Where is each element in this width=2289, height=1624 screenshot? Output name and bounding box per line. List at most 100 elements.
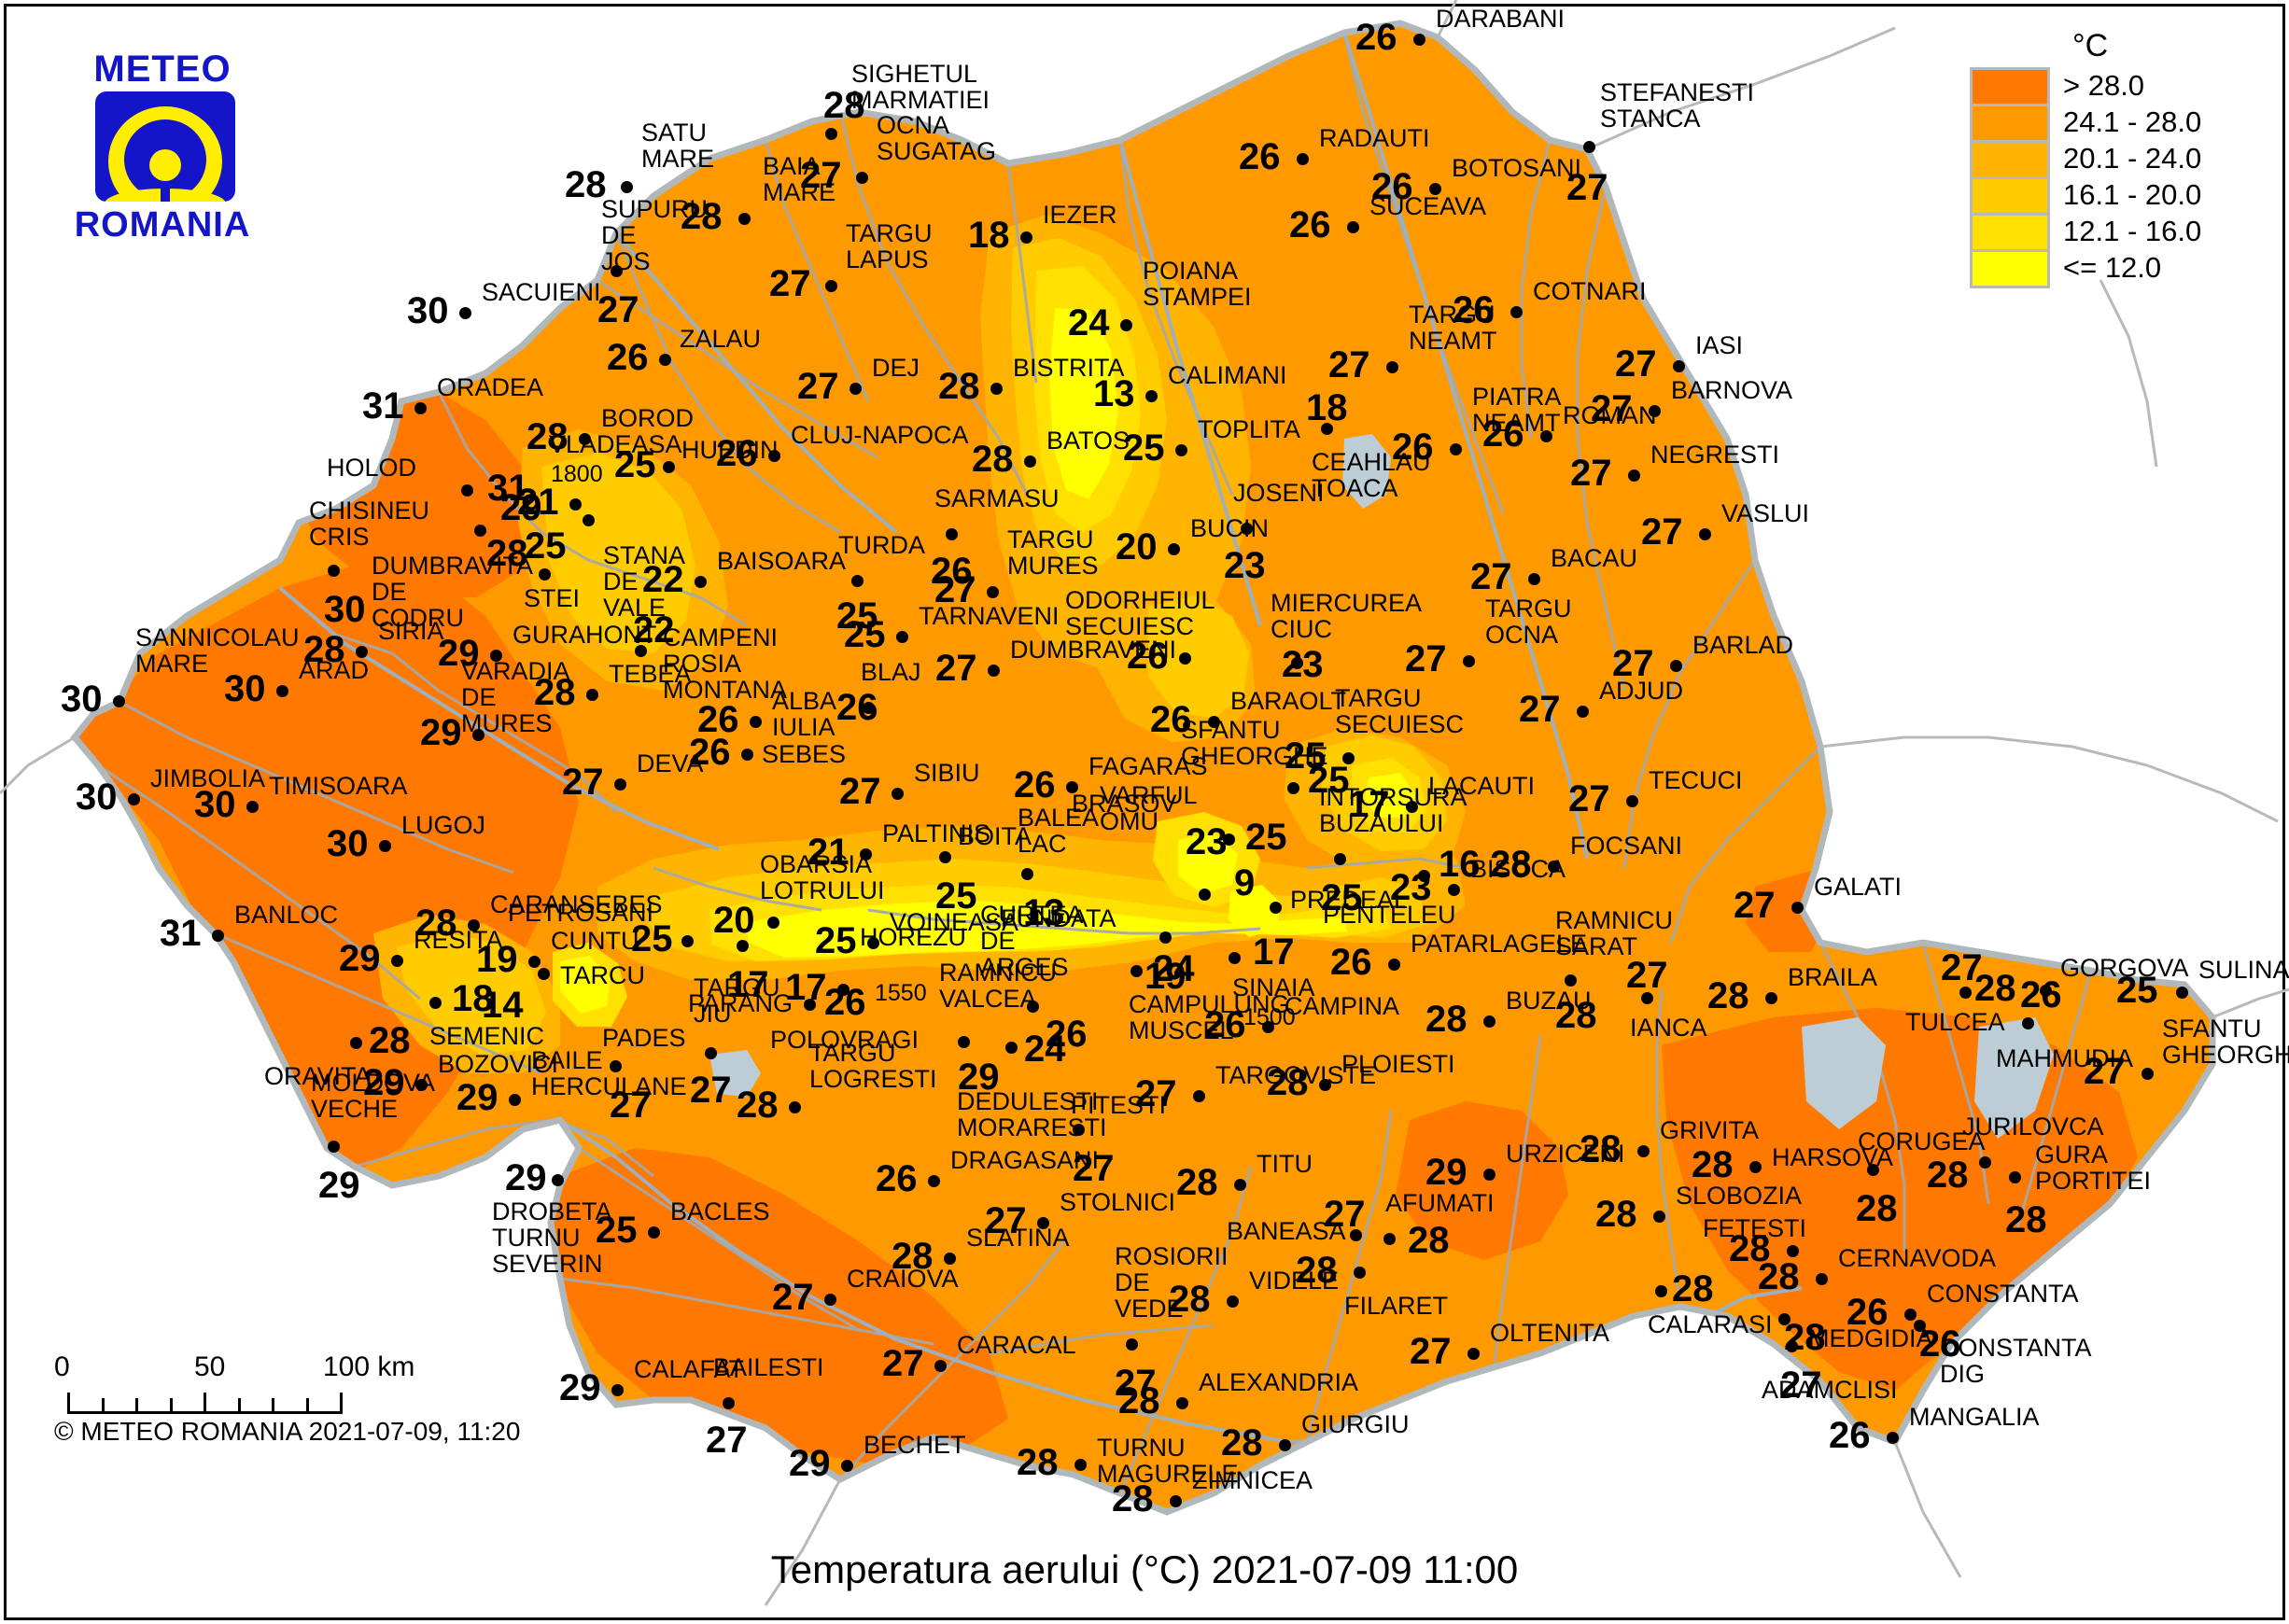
station-temperature-value: 28: [1729, 1228, 1771, 1269]
station-point-icon: [1354, 1267, 1366, 1279]
station-point-icon: [939, 851, 951, 863]
station-temperature-value: 28: [1490, 844, 1532, 885]
station-point-icon: [472, 729, 484, 741]
station-temperature-value: 29: [958, 1057, 1000, 1098]
station-temperature-value: 18: [452, 978, 494, 1019]
station-temperature-value: 28: [303, 629, 345, 670]
station-temperature-value: 25: [631, 918, 673, 959]
station-name-label: CALAFAT: [634, 1355, 745, 1383]
station-temperature-value: 27: [1405, 638, 1447, 679]
station-temperature-value: 29: [559, 1367, 601, 1408]
station-name-label: BECHET: [864, 1431, 966, 1459]
station-temperature-value: 30: [327, 823, 369, 864]
station-point-icon: [528, 956, 541, 968]
station-name-label: ROMAN: [1563, 401, 1657, 429]
station-point-icon: [414, 402, 427, 414]
station-point-icon: [1074, 1459, 1087, 1471]
station-name-label: BOZOVICI: [438, 1050, 559, 1078]
station-temperature-value: 28: [1176, 1162, 1218, 1203]
station-point-icon: [1867, 1164, 1879, 1176]
station-temperature-value: 21: [517, 482, 559, 523]
station-point-icon: [1786, 1340, 1798, 1352]
station-point-icon: [1816, 1273, 1828, 1285]
station-name-label: CURTEA DE ARGES: [980, 901, 1084, 982]
station-point-icon: [824, 1294, 836, 1306]
station-point-icon: [1021, 868, 1033, 880]
station-point-icon: [1020, 231, 1032, 244]
station-point-icon: [1126, 1338, 1138, 1351]
station-name-label: VIDELE: [1249, 1267, 1340, 1295]
station-name-label: TULCEA: [1905, 1008, 2005, 1036]
station-point-icon: [1291, 657, 1303, 669]
station-point-icon: [2142, 1068, 2154, 1080]
station-point-icon: [586, 689, 598, 701]
station-name-label: FOCSANI: [1570, 832, 1683, 860]
station-name-label: BANEASA: [1227, 1217, 1346, 1245]
station-name-label: BUCIN: [1190, 514, 1270, 542]
station-temperature-value: 29: [339, 938, 381, 979]
station-temperature-value: 26: [1829, 1415, 1871, 1456]
station-temperature-value: 27: [562, 762, 604, 803]
scale-bar-ticks: [54, 1393, 428, 1414]
map-caption: Temperatura aerului (°C) 2021-07-09 11:0…: [770, 1547, 1519, 1591]
station-name-label: BARLAD: [1692, 631, 1794, 659]
station-point-icon: [1673, 360, 1685, 372]
station-point-icon: [1386, 361, 1398, 373]
station-temperature-value: 30: [224, 668, 266, 709]
station-point-icon: [750, 716, 762, 728]
legend-swatch-column: [1970, 67, 2050, 288]
station-temperature-value: 30: [194, 784, 236, 825]
station-temperature-value: 25: [935, 875, 977, 917]
station-temperature-value: 21: [807, 832, 850, 873]
station-name-label: TURNU MAGURELE: [1097, 1434, 1239, 1489]
station-temperature-value: 27: [985, 1200, 1027, 1241]
station-name-label: ROSIORII DE VEDE: [1115, 1242, 1229, 1323]
station-temperature-value: 27: [1115, 1363, 1157, 1404]
station-point-icon: [1699, 528, 1711, 540]
station-temperature-value: 9: [1234, 862, 1256, 903]
station-temperature-value: 30: [61, 679, 103, 720]
station-point-icon: [1778, 1313, 1790, 1325]
station-name-label: TOPLITA: [1198, 415, 1301, 443]
station-temperature-value: 26: [697, 699, 739, 740]
legend-label-column: > 28.0 24.1 - 28.0 20.1 - 24.0 16.1 - 20.0 1…: [2063, 67, 2201, 286]
station-point-icon: [1262, 1021, 1274, 1033]
station-point-icon: [1637, 1145, 1650, 1157]
station-temperature-value: 27: [935, 648, 977, 689]
station-name-label: ARAD: [299, 656, 370, 684]
station-name-label: SULINA: [2198, 956, 2289, 984]
station-temperature-value: 28: [1927, 1155, 1969, 1196]
station-name-label: CERNAVODA: [1838, 1244, 1997, 1272]
station-temperature-value: 27: [1073, 1148, 1115, 1189]
station-point-icon: [1170, 1495, 1182, 1507]
station-temperature-value: 24: [1068, 302, 1110, 343]
station-temperature-value: 26: [1919, 1323, 1961, 1365]
station-point-icon: [648, 1226, 660, 1239]
station-point-icon: [113, 695, 125, 707]
station-name-label: TEBEA: [609, 660, 692, 688]
station-temperature-value: 28: [415, 903, 457, 944]
station-name-label: BALEA LAC: [1018, 804, 1100, 859]
station-point-icon: [1528, 573, 1540, 585]
station-point-icon: [1350, 1229, 1362, 1241]
station-point-icon: [1176, 1397, 1188, 1409]
station-point-icon: [1448, 884, 1460, 896]
station-temperature-value: 27: [934, 569, 976, 610]
station-name-label: CAMPINA: [1285, 992, 1400, 1020]
station-temperature-value: 27: [1470, 556, 1512, 597]
station-name-label: FILARET: [1344, 1292, 1449, 1320]
station-point-icon: [1429, 183, 1441, 195]
station-name-label: NEGRESTI: [1650, 441, 1780, 469]
station-point-icon: [1241, 523, 1253, 535]
station-name-label: CALIMANI: [1168, 361, 1287, 389]
station-name-label: BISTRITA: [1013, 354, 1125, 382]
station-temperature-value: 25: [1321, 877, 1363, 918]
station-point-icon: [1765, 992, 1777, 1004]
station-name-label: POLOVRAGI: [770, 1026, 920, 1054]
station-temperature-value: 29: [438, 633, 480, 674]
station-point-icon: [212, 930, 224, 942]
copyright-notice: © METEO ROMANIA 2021-07-09, 11:20: [54, 1417, 521, 1446]
station-temperature-value: 29: [456, 1077, 499, 1118]
station-temperature-value: 25: [1245, 817, 1287, 858]
station-name-label: RADAUTI: [1319, 124, 1430, 152]
